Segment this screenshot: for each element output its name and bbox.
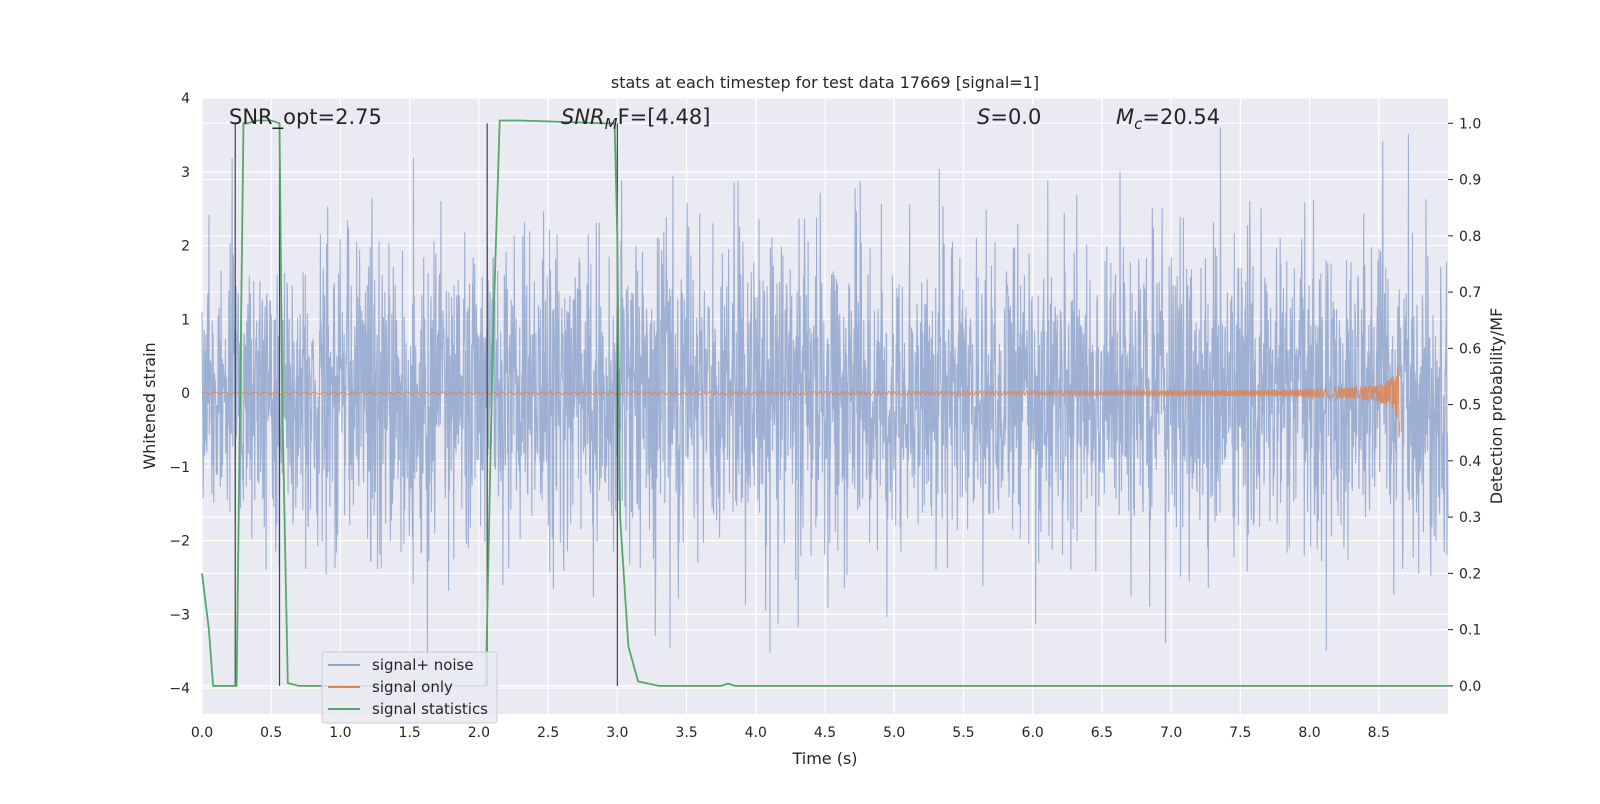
annotation-s: S=0.0 [977,105,1041,129]
annotation-mc: Mc=20.54 [1116,105,1220,133]
y-tick-label-1: −3 [169,607,190,623]
x-tick-label-6: 3.0 [606,725,628,741]
y-tick-label-7: 3 [181,165,190,181]
y-tick-label-3: −1 [169,460,190,476]
x-tick-label-8: 4.0 [745,725,767,741]
y-right-tick-label-5: 0.5 [1459,398,1481,414]
annotation-snr-opt: SNR_opt=2.75 [229,105,382,130]
y-right-tick-label-1: 0.1 [1459,623,1481,639]
chart-title: stats at each timestep for test data 176… [611,73,1039,92]
y-right-tick-label-8: 0.8 [1459,229,1481,245]
y-axis-label: Whitened strain [140,342,159,469]
x-axis-label: Time (s) [791,749,857,768]
y-right-tick-label-9: 0.9 [1459,173,1481,189]
x-tick-label-4: 2.0 [468,725,490,741]
x-tick-label-7: 3.5 [675,725,697,741]
x-tick-label-3: 1.5 [399,725,421,741]
y-axis-right-label: Detection probability/MF [1487,308,1506,505]
x-tick-label-11: 5.5 [952,725,974,741]
y-tick-label-8: 4 [181,91,190,107]
x-tick-label-12: 6.0 [1022,725,1044,741]
legend: signal+ noise signal only signal statist… [321,651,498,724]
y-right-tick-label-0: 0.0 [1459,679,1481,695]
chirp-line [201,364,1401,438]
x-axis-ticks: 0.0 0.5 1.0 1.5 2.0 2.5 3.0 3.5 4.0 4.5 5.0 5.5 6.0 6… [191,725,1390,741]
x-tick-label-13: 6.5 [1091,725,1113,741]
series-signal-noise [201,127,1449,671]
legend-label-signal-noise: signal+ noise [372,656,474,674]
x-tick-label-9: 4.5 [814,725,836,741]
y-right-tick-label-10: 1.0 [1459,116,1481,132]
y-tick-label-5: 1 [181,312,190,328]
y-axis-ticks: −4 −3 −2 −1 0 1 2 3 4 [169,91,190,697]
y-tick-label-2: −2 [169,534,190,550]
annotation-snr-mf: SNRMF=[4.48] [561,105,710,133]
x-tick-label-5: 2.5 [537,725,559,741]
noise-line [201,127,1449,671]
y-right-tick-label-7: 0.7 [1459,285,1481,301]
legend-label-signal-only: signal only [372,678,453,696]
y-right-tick-label-4: 0.4 [1459,454,1481,470]
annotations: SNR_opt=2.75 SNRMF=[4.48] S=0.0 Mc=20.54 [229,105,1220,133]
legend-label-signal-statistics: signal statistics [372,700,488,718]
stats-line [201,119,1448,687]
x-tick-label-0: 0.0 [191,725,213,741]
y-right-tick-label-2: 0.2 [1459,566,1481,582]
legend-box [321,651,498,724]
y-axis-right-ticks: 0.0 0.1 0.2 0.3 0.4 0.5 0.6 0.7 0.8 0.9 1.0 [1448,116,1481,695]
y-tick-label-0: −4 [169,681,190,697]
x-tick-label-10: 5.0 [883,725,905,741]
x-tick-label-1: 0.5 [260,725,282,741]
x-tick-label-14: 7.0 [1160,725,1182,741]
series-signal-only [201,364,1401,438]
series-signal-statistics [201,119,1448,687]
x-tick-label-2: 1.0 [329,725,351,741]
y-tick-label-6: 2 [181,239,190,255]
x-tick-label-15: 7.5 [1229,725,1251,741]
y-tick-label-4: 0 [181,386,190,402]
y-right-tick-label-6: 0.6 [1459,341,1481,357]
x-tick-label-17: 8.5 [1368,725,1390,741]
y-right-tick-label-3: 0.3 [1459,510,1481,526]
x-tick-label-16: 8.0 [1298,725,1320,741]
